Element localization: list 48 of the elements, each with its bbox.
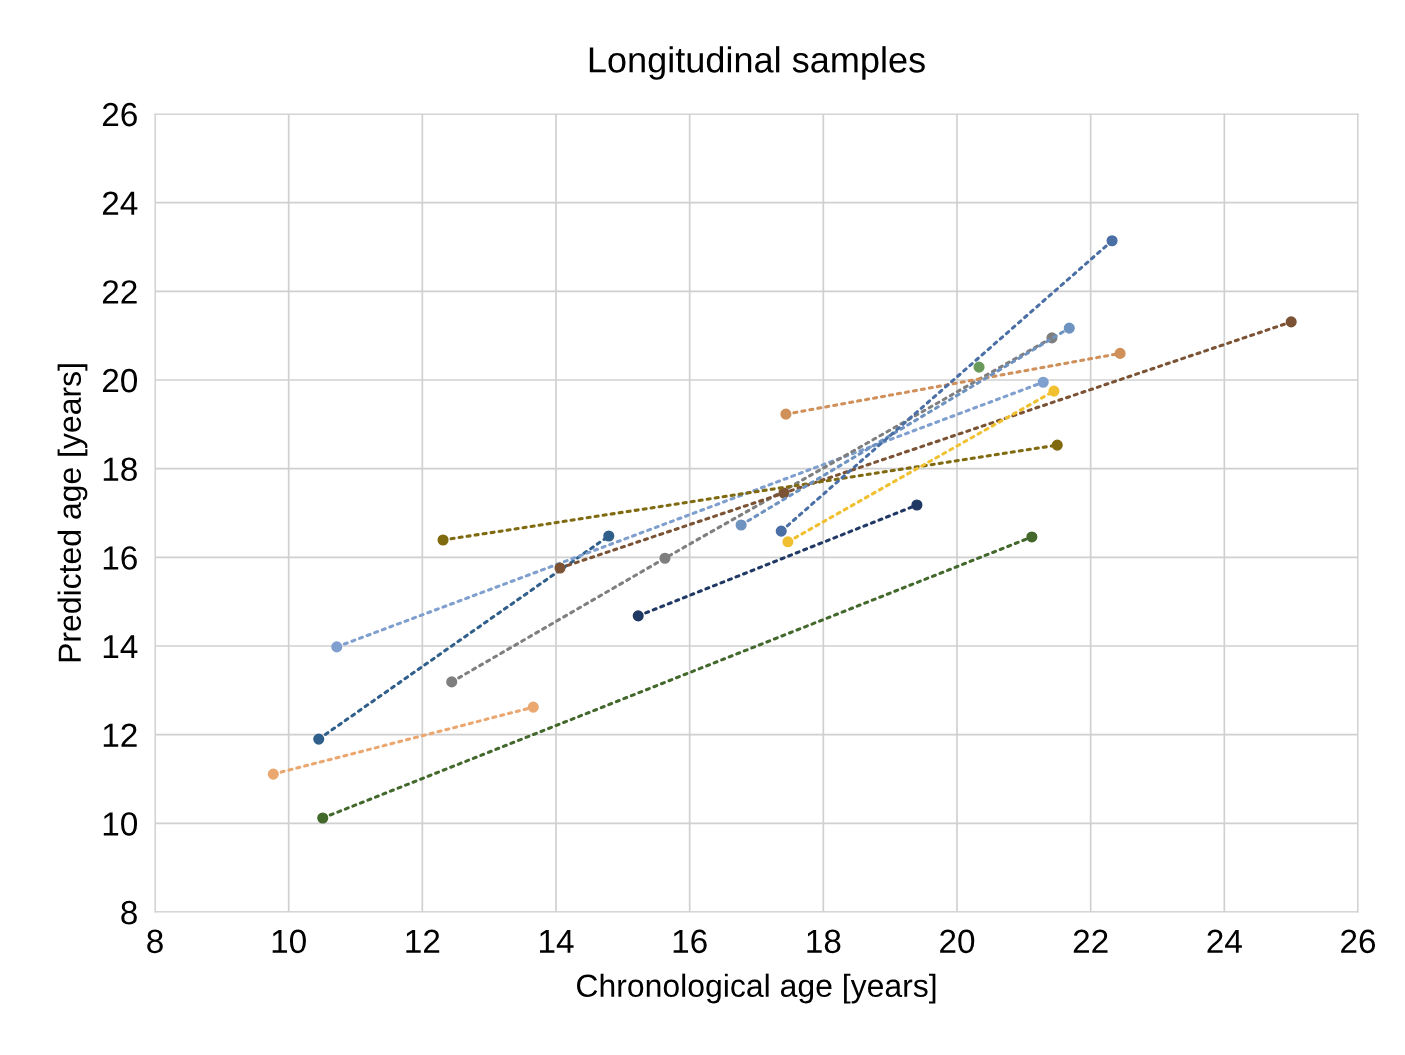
x-axis-title: Chronological age [years]: [577, 973, 936, 1004]
x-tick-label: 12: [406, 929, 440, 953]
point: [331, 641, 343, 653]
point: [1114, 347, 1126, 359]
y-tick-label: 26: [102, 102, 137, 127]
point: [1106, 235, 1118, 247]
y-tick-label: 16: [103, 546, 137, 570]
x-tick-label: 22: [1073, 929, 1108, 953]
point: [1285, 316, 1297, 328]
x-tick-label: 20: [940, 929, 975, 954]
point: [775, 525, 787, 537]
point: [1048, 385, 1060, 397]
point: [1026, 531, 1038, 543]
point: [782, 536, 794, 548]
x-tick-label: 24: [1207, 929, 1242, 953]
y-tick-label: 14: [103, 635, 138, 659]
point: [1051, 439, 1063, 451]
point: [527, 701, 539, 713]
point: [780, 408, 792, 420]
point: [911, 499, 923, 511]
chart-title: Longitudinal samples: [589, 46, 925, 80]
y-tick-label: 8: [121, 900, 137, 925]
point: [1063, 322, 1075, 334]
x-tick-label: 26: [1341, 929, 1376, 954]
point: [659, 552, 671, 564]
point: [313, 733, 325, 745]
y-tick-label: 12: [103, 723, 137, 747]
point: [317, 812, 329, 824]
x-tick-label: 16: [673, 929, 707, 954]
point: [973, 361, 985, 373]
point: [554, 562, 566, 574]
point: [603, 530, 615, 542]
y-axis-title: Predicted age [years]: [57, 364, 88, 662]
y-tick-label: 24: [102, 191, 138, 215]
point: [735, 519, 747, 531]
y-tick-label: 20: [102, 368, 138, 393]
point: [267, 768, 279, 780]
point: [1037, 376, 1049, 388]
x-tick-label: 18: [807, 929, 841, 954]
y-tick-label: 18: [103, 457, 137, 482]
x-tick-label: 14: [540, 929, 574, 953]
x-tick-label: 10: [272, 929, 306, 954]
y-tick-label: 10: [103, 812, 138, 836]
point: [446, 676, 458, 688]
y-tick-label: 22: [102, 280, 137, 304]
point: [437, 534, 449, 546]
point: [632, 610, 644, 622]
x-tick-label: 8: [147, 929, 163, 954]
